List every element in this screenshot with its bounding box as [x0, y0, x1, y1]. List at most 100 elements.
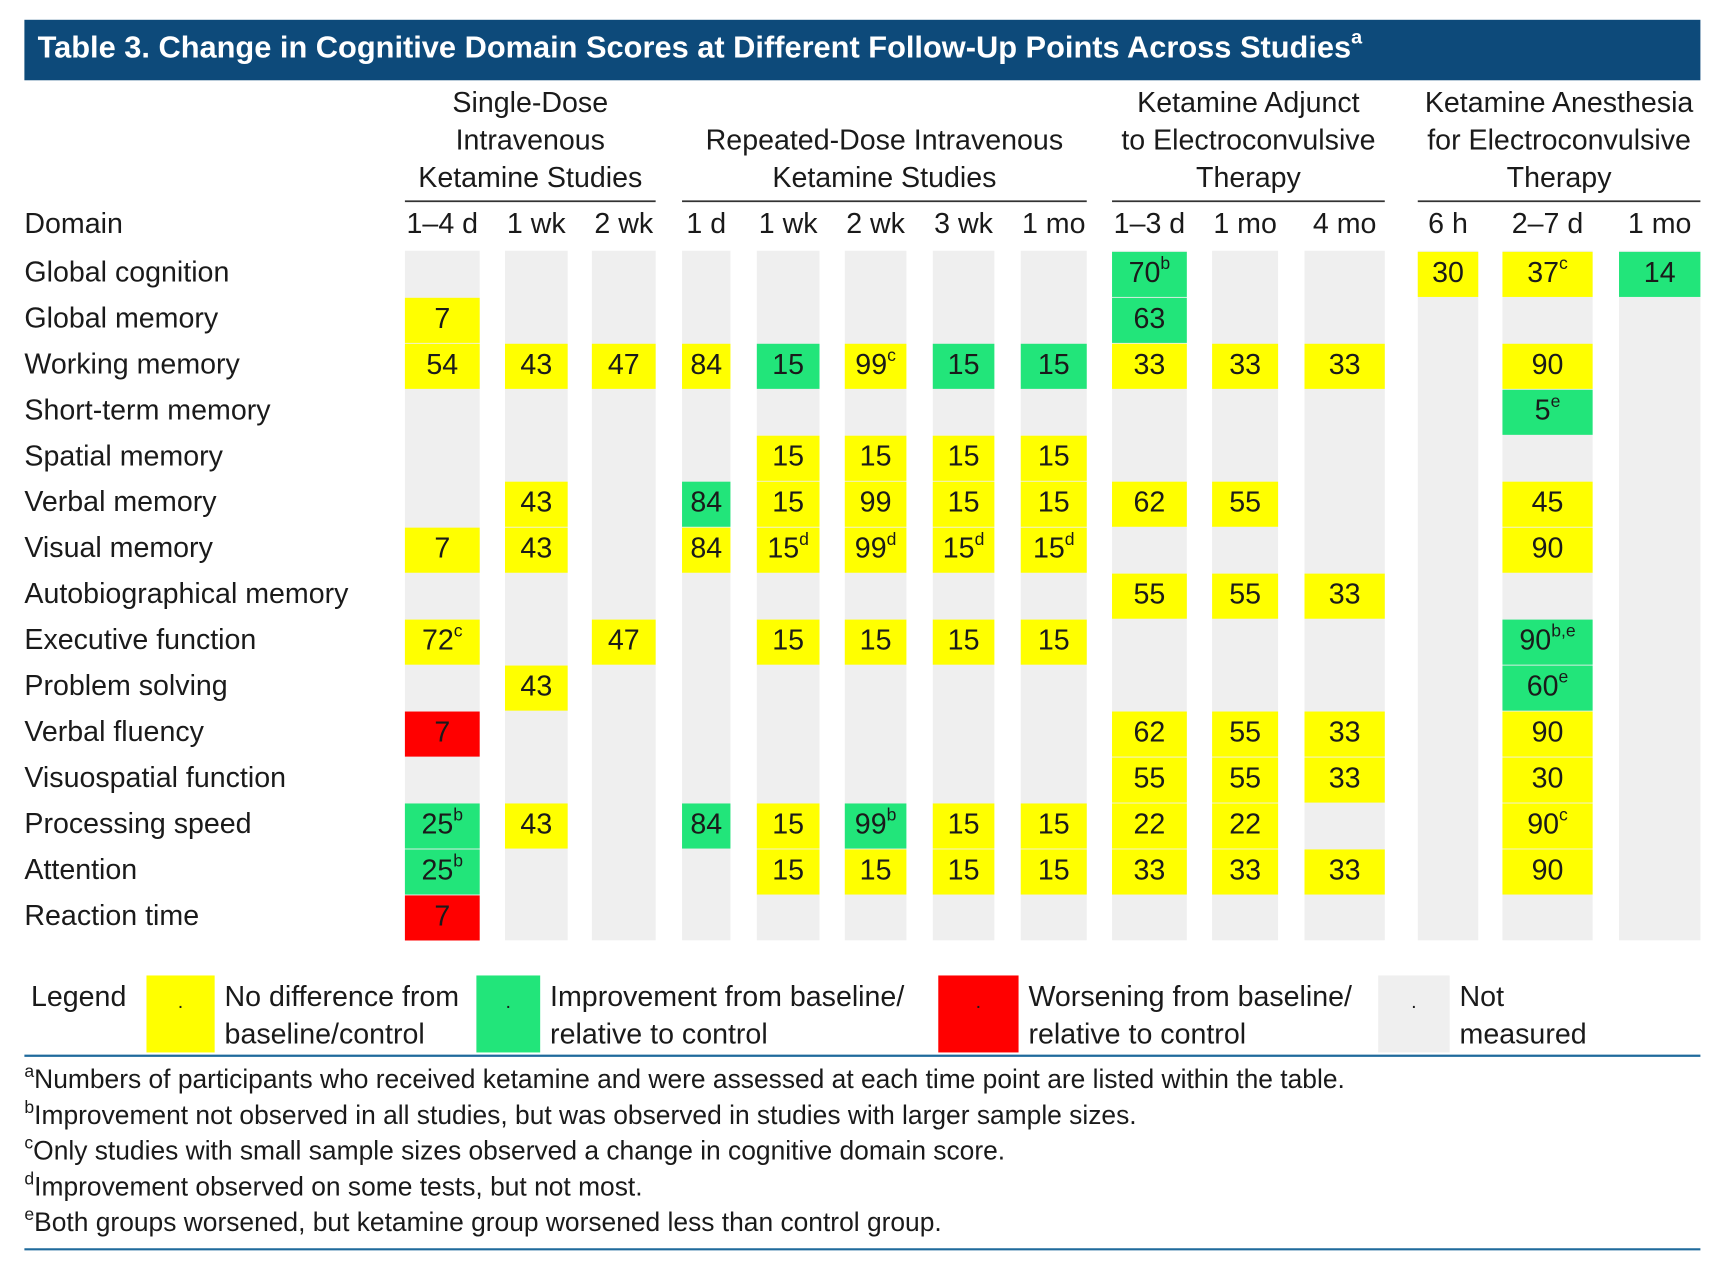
- cell-value: 15: [948, 440, 980, 472]
- cell: [1502, 527, 1593, 573]
- column-header: 1 d: [686, 208, 726, 240]
- cell-footnote: d: [887, 528, 897, 548]
- cell: [844, 527, 907, 573]
- cell-value: 45: [1532, 486, 1564, 518]
- cell: [1502, 849, 1593, 895]
- cell-footnote: d: [975, 528, 985, 548]
- row-label: Spatial memory: [24, 440, 223, 472]
- cell-value: 15: [860, 854, 892, 886]
- column-header: 1 mo: [1022, 208, 1086, 240]
- cell-value: 15d: [767, 528, 809, 564]
- cell: [682, 527, 731, 573]
- cell: [932, 803, 995, 849]
- cell: [1020, 619, 1087, 665]
- cell: [682, 481, 731, 527]
- cell-number: 15: [1038, 348, 1070, 380]
- column-header: 1 mo: [1213, 208, 1277, 240]
- cell: [932, 435, 995, 481]
- footnote-mark: b: [24, 1097, 34, 1117]
- cell-number: 33: [1329, 348, 1361, 380]
- cell-value: 15: [772, 348, 804, 380]
- cell-value: 37c: [1527, 253, 1568, 289]
- legend-marker: .: [976, 991, 981, 1013]
- cell-number: 55: [1229, 578, 1261, 610]
- cell: [932, 849, 995, 895]
- cell-value: 15: [772, 440, 804, 472]
- cell: [591, 619, 656, 665]
- cell: [1112, 481, 1187, 527]
- cell-value: 55: [1134, 578, 1166, 610]
- cell-number: 7: [434, 900, 450, 932]
- cell-value: 99b: [855, 804, 897, 840]
- cell: [1417, 251, 1479, 297]
- cell-value: 55: [1229, 716, 1261, 748]
- cell-value: 15: [948, 348, 980, 380]
- legend-swatch: [1378, 975, 1450, 1053]
- cell-number: 43: [520, 808, 552, 840]
- cell-footnote: b: [453, 850, 463, 870]
- cell: [756, 481, 820, 527]
- cell-value: 7: [434, 302, 450, 334]
- cell-number: 15: [772, 808, 804, 840]
- cell: [504, 803, 568, 849]
- cell-value: 84: [690, 808, 722, 840]
- cell-value: 55: [1229, 578, 1261, 610]
- cell-value: 25b: [422, 850, 464, 886]
- cell-footnote: c: [887, 345, 896, 365]
- legend-swatch: [146, 975, 215, 1053]
- cell-number: 43: [520, 532, 552, 564]
- legend-text: Worsening from baseline/: [1028, 981, 1352, 1013]
- cell-number: 15: [767, 532, 799, 564]
- cell-number: 25: [422, 808, 454, 840]
- cell-value: 47: [608, 624, 640, 656]
- footnote-mark: e: [24, 1204, 34, 1224]
- row-label: Executive function: [24, 624, 256, 656]
- cell-number: 63: [1134, 302, 1166, 334]
- cell: [682, 343, 731, 389]
- cell: [1502, 711, 1593, 757]
- cell: [756, 849, 820, 895]
- cell-number: 33: [1329, 762, 1361, 794]
- cell-number: 33: [1329, 854, 1361, 886]
- cell: [1212, 481, 1279, 527]
- cell-value: 55: [1134, 762, 1166, 794]
- row-label: Problem solving: [24, 670, 227, 702]
- cell-number: 15: [948, 808, 980, 840]
- cell-footnote: c: [454, 620, 463, 640]
- cell-number: 60: [1527, 670, 1559, 702]
- cell: [1502, 251, 1593, 297]
- cell: [591, 343, 656, 389]
- cell: [1304, 849, 1385, 895]
- legend-text: measured: [1460, 1019, 1587, 1051]
- row-label: Reaction time: [24, 900, 199, 932]
- footnote-text: Improvement not observed in all studies,…: [34, 1100, 1136, 1130]
- row-label: Verbal memory: [24, 486, 217, 518]
- cell: [1502, 757, 1593, 803]
- cell-value: 15: [860, 440, 892, 472]
- legend-text: relative to control: [1028, 1019, 1246, 1051]
- row-label: Short-term memory: [24, 394, 271, 426]
- cell-number: 62: [1134, 486, 1166, 518]
- cell: [1112, 711, 1187, 757]
- cell: [404, 895, 480, 941]
- cell-footnote: c: [1559, 253, 1568, 273]
- cell: [932, 481, 995, 527]
- cell-number: 72: [422, 624, 454, 656]
- column-header: 1 wk: [507, 208, 566, 240]
- cell: [1020, 849, 1087, 895]
- column-header: 2 wk: [594, 208, 653, 240]
- cell-number: 55: [1134, 762, 1166, 794]
- cell-value: 30: [1532, 762, 1564, 794]
- cell-footnote: d: [1065, 528, 1075, 548]
- legend-swatch: [476, 975, 541, 1053]
- cell: [932, 343, 995, 389]
- cell-value: 47: [608, 348, 640, 380]
- cell-value: 15: [1038, 440, 1070, 472]
- cell-value: 43: [520, 670, 552, 702]
- cell-value: 33: [1329, 578, 1361, 610]
- footnote: bImprovement not observed in all studies…: [24, 1097, 1136, 1130]
- legend-text: Improvement from baseline/: [550, 981, 904, 1013]
- cell-value: 43: [520, 486, 552, 518]
- cell-number: 7: [434, 532, 450, 564]
- cell-number: 30: [1532, 762, 1564, 794]
